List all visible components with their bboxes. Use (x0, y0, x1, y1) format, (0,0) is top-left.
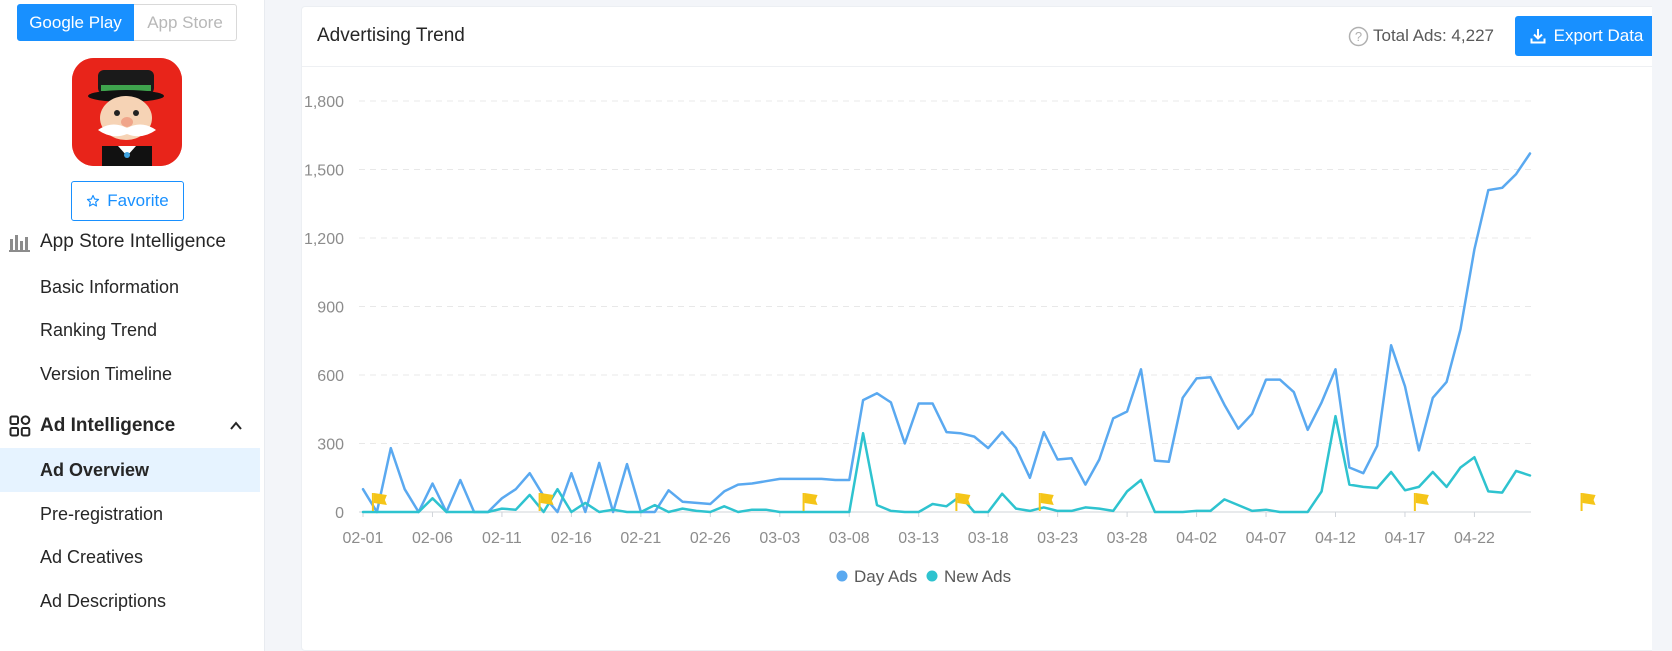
x-tick-label: 02-26 (690, 530, 731, 547)
x-tick-label: 04-22 (1454, 530, 1495, 547)
advertising-trend-chart: 0 300 600 900 1,200 1,500 1,800 02-01 02-06 02-1… (304, 94, 1596, 586)
day-ads-line (361, 152, 1532, 514)
nav-item-ranking-trend[interactable]: Ranking Trend (40, 319, 158, 340)
legend-item-new-ads: New Ads (926, 567, 1011, 586)
x-tick-label: 02-11 (482, 530, 522, 547)
nav-group-label: App Store Intelligence (40, 231, 226, 252)
y-tick-label: 1,500 (304, 163, 344, 180)
y-tick-label: 900 (317, 300, 344, 317)
export-label: Export Data (1553, 26, 1644, 45)
legend-label: New Ads (944, 567, 1011, 586)
svg-text:?: ? (1355, 29, 1362, 44)
x-axis-labels: 02-01 02-06 02-11 02-16 02-21 02-26 03-03 03-08… (343, 512, 1495, 547)
x-tick-label: 03-23 (1037, 530, 1078, 547)
y-tick-label: 600 (317, 368, 344, 385)
y-tick-label: 0 (335, 505, 344, 522)
nav-group-ad-intelligence[interactable]: Ad Intelligence (0, 406, 262, 446)
card-header: Advertising Trend ? Total Ads: 4,227 Exp… (302, 7, 1671, 67)
export-data-button[interactable]: Export Data (1515, 16, 1658, 56)
flag-markers (371, 493, 1596, 511)
google-play-tab[interactable]: Google Play (17, 4, 134, 41)
card-title: Advertising Trend (317, 25, 465, 46)
monopoly-character-icon (72, 58, 182, 166)
app-icon[interactable] (72, 58, 182, 166)
x-tick-label: 03-08 (829, 530, 870, 547)
y-tick-label: 300 (317, 437, 344, 454)
x-tick-label: 02-21 (620, 530, 661, 547)
nav-group-label: Ad Intelligence (40, 415, 176, 436)
nav-item-ad-creatives[interactable]: Ad Creatives (40, 546, 144, 567)
apps-grid-icon (9, 415, 31, 437)
bar-chart-icon (9, 235, 30, 252)
flag-marker-icon (955, 493, 971, 511)
x-tick-label: 03-28 (1107, 530, 1148, 547)
y-tick-label: 1,200 (304, 231, 344, 248)
legend-item-day-ads: Day Ads (836, 567, 917, 586)
x-tick-label: 02-16 (551, 530, 592, 547)
flag-marker-icon (1413, 493, 1429, 511)
nav-group-app-store-intelligence[interactable]: App Store Intelligence (0, 222, 262, 262)
nav-item-version-timeline[interactable]: Version Timeline (40, 363, 173, 384)
nav-item-ad-descriptions[interactable]: Ad Descriptions (40, 590, 167, 611)
x-tick-label: 02-06 (412, 530, 453, 547)
flag-marker-icon (802, 493, 818, 511)
chart-legend: Day Ads New Ads (836, 567, 1011, 586)
x-tick-label: 04-07 (1246, 530, 1287, 547)
flag-marker-icon (371, 493, 387, 511)
favorite-label: Favorite (107, 191, 169, 210)
star-icon (87, 194, 100, 207)
series-layer (361, 152, 1532, 514)
x-tick-label: 03-18 (968, 530, 1009, 547)
legend-swatch (836, 570, 848, 582)
x-tick-label: 04-12 (1315, 530, 1356, 547)
x-tick-label: 04-02 (1176, 530, 1217, 547)
grid-layer (359, 100, 1531, 513)
x-tick-label: 02-01 (343, 530, 384, 547)
flag-marker-icon (1038, 493, 1054, 511)
x-tick-label: 04-17 (1385, 530, 1426, 547)
flag-marker-icon (1580, 493, 1596, 511)
y-axis-labels: 0 300 600 900 1,200 1,500 1,800 (304, 94, 344, 522)
y-tick-label: 1,800 (304, 94, 344, 111)
sidebar: Google Play App Store Favorite (0, 0, 265, 651)
advertising-trend-card: Advertising Trend ? Total Ads: 4,227 Exp… (301, 6, 1672, 651)
x-tick-label: 03-13 (898, 530, 939, 547)
legend-label: Day Ads (854, 567, 917, 586)
total-ads-label: Total Ads: 4,227 (1373, 26, 1494, 45)
nav-item-pre-registration[interactable]: Pre-registration (40, 503, 164, 524)
nav-item-ad-overview[interactable]: Ad Overview (0, 448, 260, 492)
app-store-tab[interactable]: App Store (134, 4, 237, 41)
page-scrollbar-track[interactable] (1652, 0, 1672, 651)
download-icon (1530, 29, 1546, 44)
nav-item-basic-information[interactable]: Basic Information (40, 276, 180, 297)
x-tick-label: 03-03 (759, 530, 800, 547)
legend-swatch (926, 570, 938, 582)
help-icon[interactable]: ? (1348, 26, 1369, 47)
favorite-button[interactable]: Favorite (71, 181, 184, 221)
chevron-up-icon[interactable] (229, 419, 243, 433)
new-ads-line (361, 414, 1532, 514)
flag-marker-icon (538, 493, 554, 511)
store-toggle: Google Play App Store (17, 4, 237, 41)
